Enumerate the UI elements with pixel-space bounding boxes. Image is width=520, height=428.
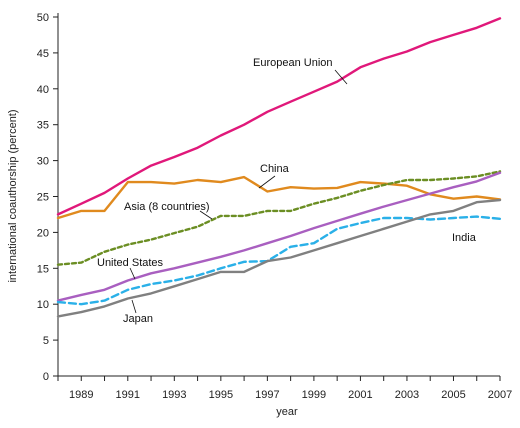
- series-line-india: [56, 215, 502, 306]
- y-axis: 0 5 10 15 20 25 30 35 40 45 50: [37, 12, 59, 383]
- x-tick-label: 1997: [255, 389, 279, 401]
- series-line-japan: [56, 198, 502, 318]
- series-label-india: India: [452, 232, 477, 244]
- series-label-european-union: European Union: [253, 57, 333, 69]
- series-label-china: China: [260, 163, 290, 175]
- series-label-japan: Japan: [123, 313, 153, 325]
- x-axis: 1989 1991 1993 1995 1997 1999 2001 2003 2005 2007: [57, 375, 512, 401]
- x-tick-label: 2007: [488, 389, 512, 401]
- series-line-united-states: [56, 171, 502, 302]
- y-axis-title: international coauthorship (percent): [7, 109, 19, 282]
- leader-united-states: [129, 267, 136, 280]
- x-tick-label: 1991: [116, 389, 140, 401]
- y-tick-label: 35: [37, 120, 49, 132]
- leader-china: [258, 175, 276, 189]
- x-tick-label: 1999: [302, 389, 326, 401]
- y-tick-label: 5: [43, 335, 49, 347]
- y-tick-label: 15: [37, 263, 49, 275]
- series-line-china: [56, 175, 502, 220]
- x-axis-title: year: [276, 406, 298, 418]
- series-label-asia: Asia (8 countries): [124, 201, 210, 213]
- x-tick-label: 1989: [69, 389, 93, 401]
- series-line-asia-8-countries: [56, 170, 502, 266]
- y-tick-label: 40: [37, 84, 49, 96]
- x-tick-label: 2005: [441, 389, 465, 401]
- series-line-european-union: [56, 17, 502, 216]
- leader-japan: [131, 299, 137, 314]
- x-tick-label: 1993: [162, 389, 186, 401]
- y-tick-label: 25: [37, 192, 49, 204]
- x-tick-label: 2001: [348, 389, 372, 401]
- x-tick-label: 1995: [209, 389, 233, 401]
- y-tick-label: 30: [37, 156, 49, 168]
- series-label-united-states: United States: [97, 257, 164, 269]
- series-layer: [56, 17, 502, 318]
- y-tick-label: 0: [43, 371, 49, 383]
- x-tick-label: 2003: [395, 389, 419, 401]
- y-tick-label: 20: [37, 227, 49, 239]
- y-tick-label: 45: [37, 48, 49, 60]
- leader-european-union: [334, 69, 348, 85]
- leader-asia: [199, 210, 213, 220]
- y-tick-label: 10: [37, 299, 49, 311]
- y-tick-label: 50: [37, 12, 49, 24]
